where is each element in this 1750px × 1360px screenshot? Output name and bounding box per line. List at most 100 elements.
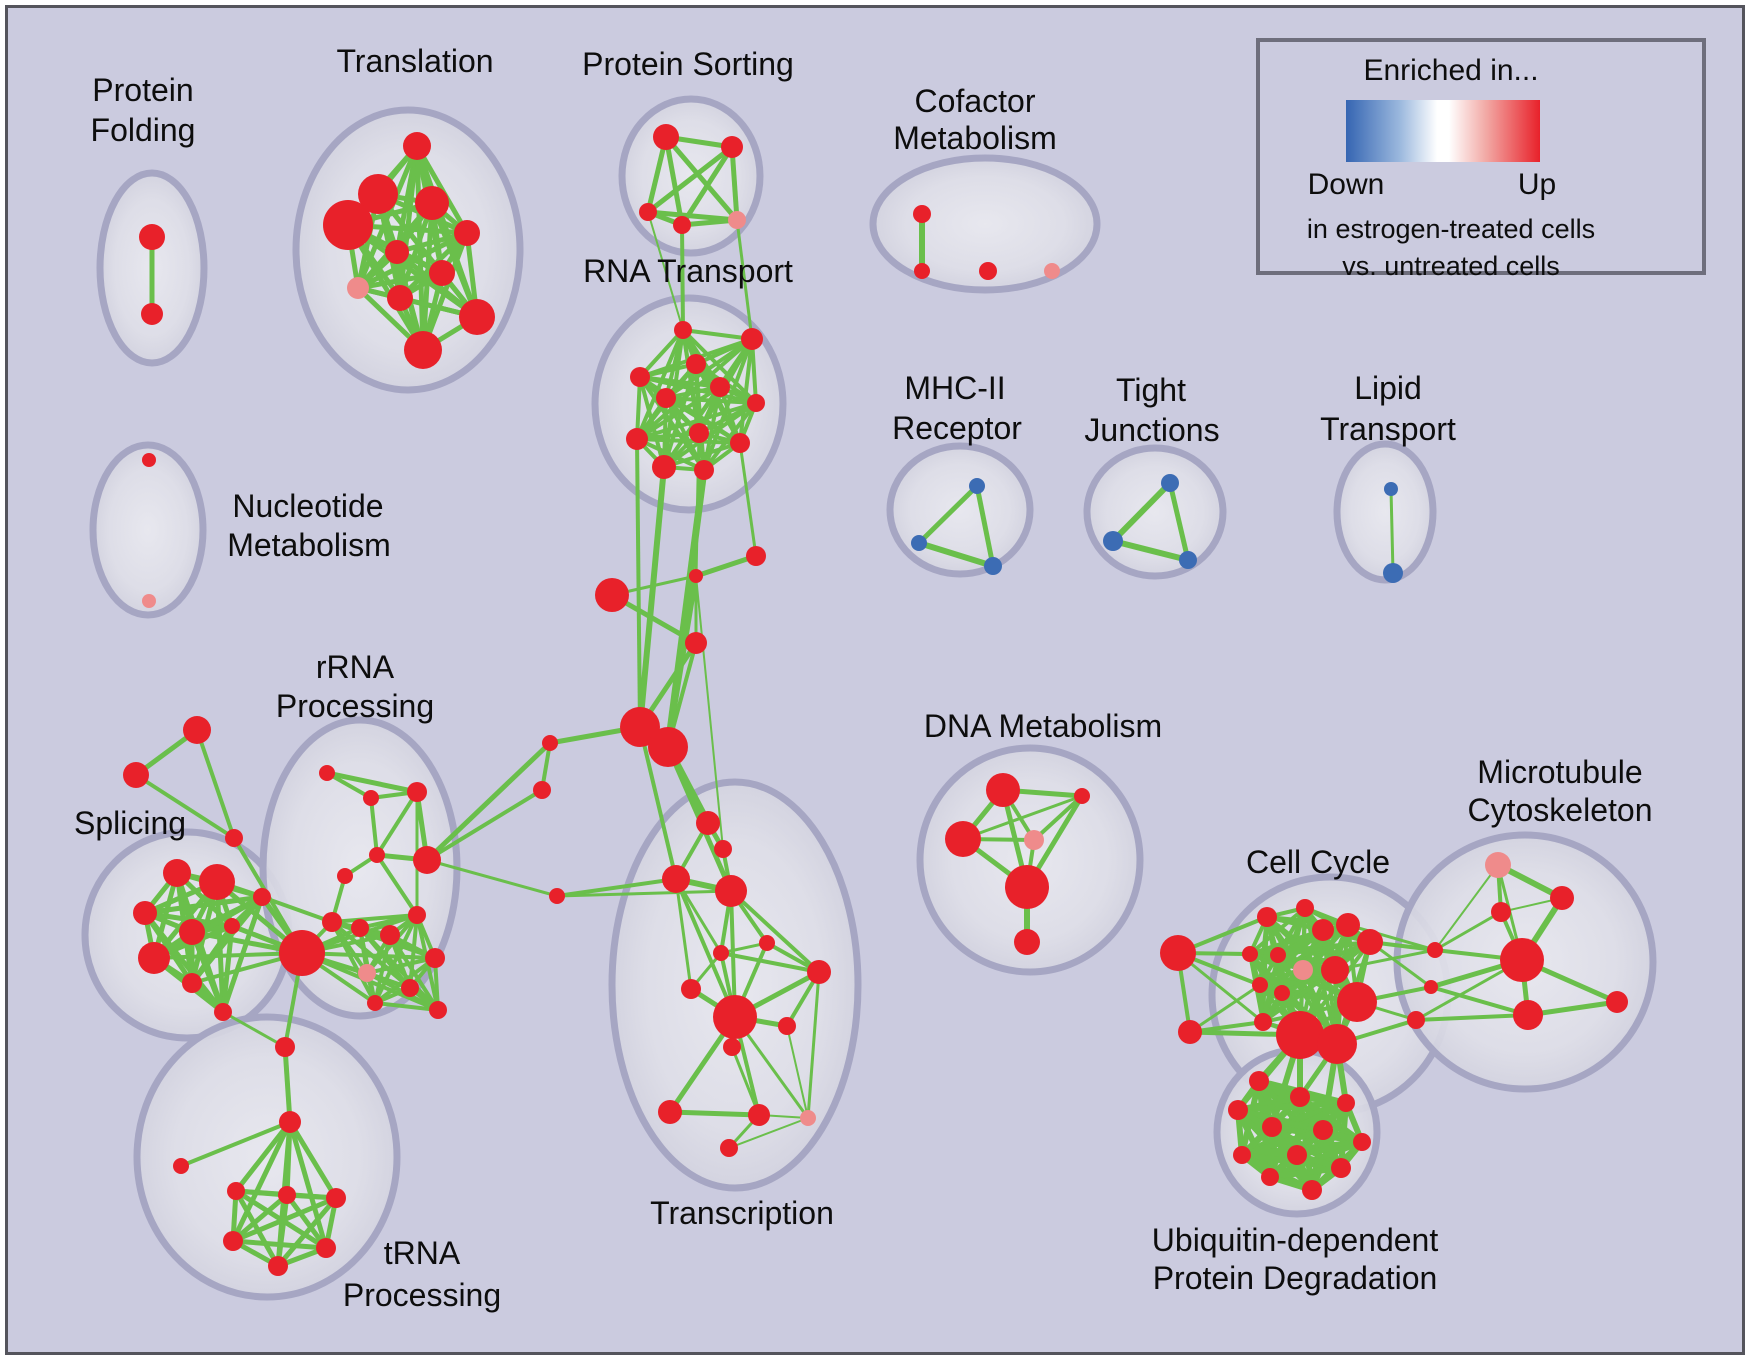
- edge: [729, 146, 740, 221]
- node-rrna-11: [401, 979, 419, 997]
- node-cell_cycle-7: [1293, 960, 1313, 980]
- node-trna-4: [223, 1231, 243, 1251]
- node-transcription-11: [658, 1100, 682, 1124]
- edge: [301, 951, 439, 1012]
- node-microtubule-0: [1485, 852, 1511, 878]
- edge: [1347, 923, 1436, 952]
- edge: [326, 771, 372, 800]
- edge: [261, 895, 333, 924]
- node-cell_cycle-4: [1357, 929, 1383, 955]
- cluster-label-trna-1: Processing: [343, 1277, 501, 1313]
- node-ubiquitin-5: [1313, 1120, 1333, 1140]
- node-transcription-6: [807, 960, 831, 984]
- node-cell_cycle-8: [1252, 977, 1268, 993]
- node-splicing-3: [179, 919, 205, 945]
- node-rna_transport-8: [626, 428, 648, 450]
- node-microtubule-3: [1500, 938, 1544, 982]
- node-ubiquitin-3: [1228, 1100, 1248, 1120]
- node-cell_cycle-17: [1427, 942, 1443, 958]
- cluster-label-lipid-1: Transport: [1320, 411, 1456, 447]
- edge: [720, 951, 820, 974]
- edge: [1434, 910, 1502, 952]
- node-trna-2: [278, 1186, 296, 1204]
- node-central-5: [685, 632, 707, 654]
- node-cell_cycle-12: [1276, 1011, 1324, 1059]
- node-translation-9: [459, 299, 495, 335]
- edge: [917, 484, 979, 545]
- node-rna_transport-6: [747, 394, 765, 412]
- node-rna_transport-11: [694, 460, 714, 480]
- edge: [1269, 1165, 1342, 1180]
- cluster-label-dna: DNA Metabolism: [924, 708, 1162, 744]
- node-cofactor-2: [979, 262, 997, 280]
- edge: [695, 553, 757, 579]
- cluster-label-mhc: MHC-II: [904, 370, 1005, 406]
- node-rrna-6: [322, 912, 342, 932]
- edge: [195, 729, 236, 839]
- legend-caption-line1: in estrogen-treated cells: [1306, 214, 1596, 244]
- node-cell_cycle-5: [1242, 946, 1258, 962]
- edge: [681, 217, 738, 228]
- node-protein_folding-0: [139, 224, 165, 250]
- node-transcription-14: [720, 1139, 738, 1157]
- edge: [357, 270, 443, 291]
- node-cell_cycle-9: [1274, 985, 1290, 1001]
- edge: [180, 1120, 291, 1168]
- edge: [425, 741, 552, 862]
- edge: [694, 432, 701, 577]
- node-rrna-0: [319, 765, 335, 781]
- node-rrna-5: [413, 846, 441, 874]
- node-cell_cycle-15: [1178, 1020, 1202, 1044]
- edge: [1189, 1020, 1264, 1034]
- node-translation-7: [347, 277, 369, 299]
- node-central-2: [225, 829, 243, 847]
- cluster-label-microtubule-1: Cytoskeleton: [1468, 792, 1653, 828]
- legend-caption-line2: vs. untreated cells: [1342, 251, 1560, 281]
- node-mhc-1: [911, 535, 927, 551]
- node-rna_transport-0: [674, 321, 692, 339]
- node-trna-0: [279, 1111, 301, 1133]
- node-rna_transport-4: [710, 377, 730, 397]
- node-cell_cycle-10: [1321, 956, 1349, 984]
- edge: [1032, 794, 1084, 842]
- node-lipid-0: [1384, 482, 1398, 496]
- edge: [189, 931, 226, 1013]
- edge: [1112, 538, 1189, 563]
- cluster-label-cell_cycle: Cell Cycle: [1246, 844, 1390, 880]
- node-rrna-14: [429, 1001, 447, 1019]
- node-cofactor-3: [1044, 263, 1060, 279]
- node-tight-2: [1179, 551, 1197, 569]
- node-dna-2: [945, 821, 981, 857]
- node-mhc-2: [984, 557, 1002, 575]
- edge: [375, 790, 419, 857]
- node-rna_transport-3: [686, 354, 706, 374]
- node-central-12: [275, 1037, 295, 1057]
- cluster-label-transcription: Transcription: [650, 1195, 834, 1231]
- node-rna_transport-10: [652, 455, 676, 479]
- node-translation-8: [387, 285, 413, 311]
- legend-title: Enriched in...: [1363, 54, 1539, 87]
- edge: [1261, 968, 1337, 1024]
- edge: [806, 971, 821, 1119]
- node-trna-6: [268, 1256, 288, 1276]
- edge: [287, 1120, 339, 1200]
- node-rrna-10: [358, 964, 376, 982]
- edge: [680, 224, 685, 331]
- edge: [918, 540, 994, 569]
- edge: [1189, 983, 1261, 1034]
- node-trna-7: [173, 1158, 189, 1174]
- cluster-label-cofactor-1: Metabolism: [893, 120, 1057, 156]
- node-transcription-9: [778, 1017, 796, 1035]
- edge: [1110, 480, 1173, 544]
- node-cell_cycle-11: [1337, 982, 1377, 1022]
- edge: [366, 956, 436, 975]
- node-transcription-12: [748, 1104, 770, 1126]
- edge: [276, 1196, 338, 1268]
- edge: [1430, 985, 1529, 1017]
- node-protein_sorting-1: [721, 136, 743, 158]
- node-lipid-1: [1383, 563, 1403, 583]
- edge: [735, 219, 754, 340]
- node-transcription-3: [715, 875, 747, 907]
- edge: [728, 1117, 809, 1149]
- node-rna_transport-2: [630, 367, 650, 387]
